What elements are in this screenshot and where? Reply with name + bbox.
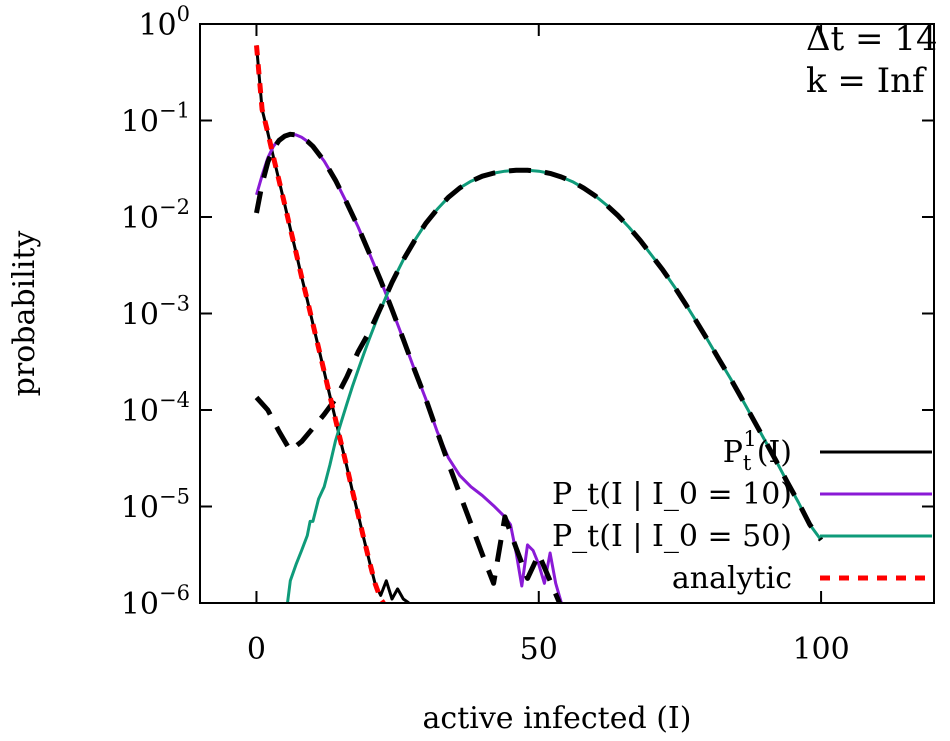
annotation-1: k = Inf: [806, 61, 927, 101]
legend-item-2: P_t(I | I_0 = 50): [552, 519, 932, 554]
legend-item-0: Pt1(I): [723, 427, 932, 475]
series-line-0: [255, 45, 410, 603]
series-line-3: [254, 131, 563, 603]
x-tick-label: 0: [247, 632, 266, 667]
y-tick-label: 10−6: [121, 581, 190, 622]
labels-layer: 0 50 100 100 10−1 10−2 10−3 10−4 10−5 10−6 active …: [7, 2, 850, 736]
annotation-0: Δt = 14: [806, 19, 938, 59]
annotations: Δt = 14k = Inf: [806, 19, 938, 101]
series-layer: [254, 45, 824, 603]
y-tick-label: 10−5: [121, 485, 190, 526]
y-tick-label: 10−3: [121, 292, 190, 333]
y-axis-title: probability: [7, 231, 42, 397]
ticks-layer: [200, 23, 934, 604]
legend: Pt1(I)P_t(I | I_0 = 10) P_t(I | I_0 = 50)…: [552, 427, 932, 596]
x-tick-label: 100: [792, 632, 849, 667]
y-tick-label: 10−2: [121, 195, 190, 236]
y-tick-label: 100: [138, 2, 190, 43]
y-tick-label: 10−1: [121, 99, 190, 140]
series-line-1: [255, 132, 563, 603]
legend-item-1: P_t(I | I_0 = 10): [552, 477, 932, 512]
y-tick-label: 10−4: [121, 388, 190, 429]
legend-label: P_t(I | I_0 = 50): [552, 519, 792, 554]
x-tick-label: 50: [520, 632, 558, 667]
legend-label: P_t(I | I_0 = 10): [552, 477, 792, 512]
series-line-5: [254, 45, 387, 603]
legend-label: Pt1(I): [723, 427, 792, 475]
legend-item-3: analytic: [672, 561, 932, 596]
x-axis-title: active infected (I): [423, 701, 692, 736]
legend-label: analytic: [672, 561, 792, 596]
